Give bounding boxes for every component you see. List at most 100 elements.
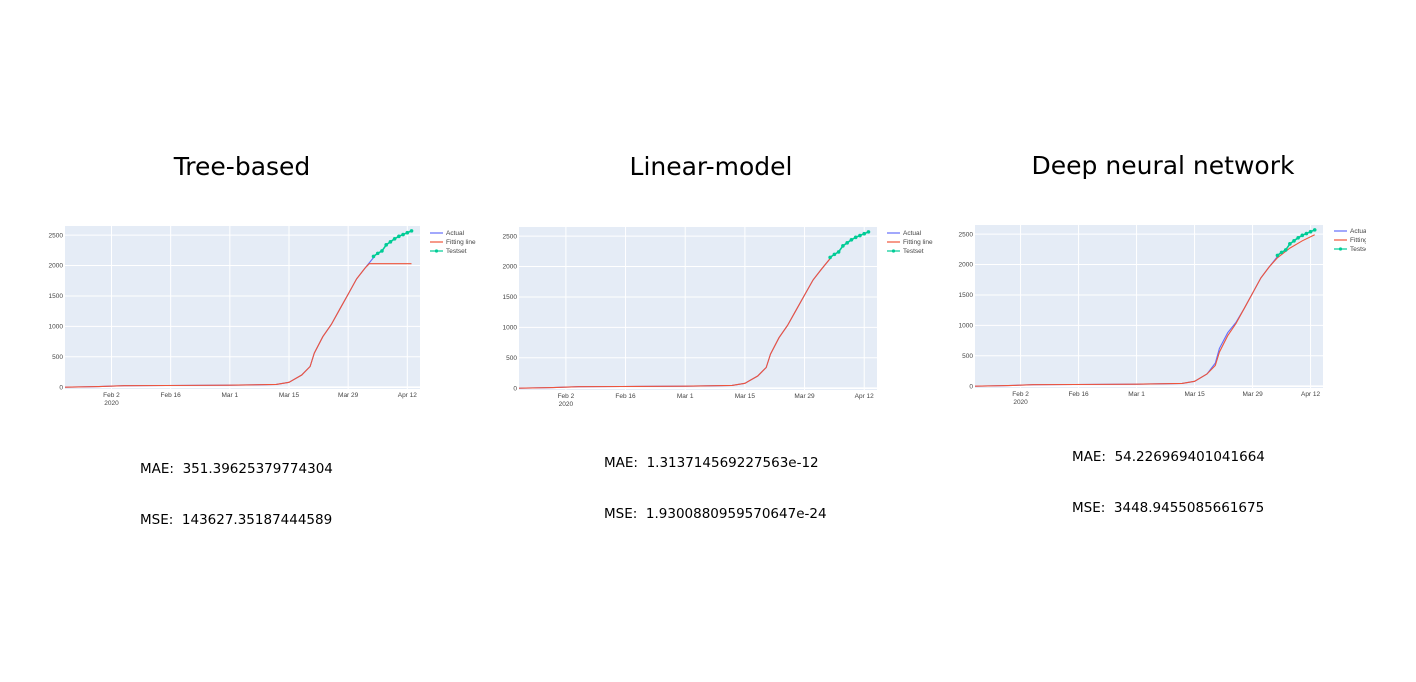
y-tick-label: 1000 bbox=[503, 325, 518, 332]
testset-point bbox=[375, 251, 380, 256]
testset-point bbox=[866, 230, 871, 234]
x-tick-label: Feb 16 bbox=[1068, 391, 1089, 398]
chart-title: Tree-based bbox=[173, 152, 311, 181]
chart-title: Linear-model bbox=[629, 152, 793, 181]
y-tick-label: 2000 bbox=[49, 263, 64, 270]
y-tick-label: 1500 bbox=[959, 292, 974, 299]
chart-title: Deep neural network bbox=[1031, 151, 1295, 180]
testset-point bbox=[380, 249, 384, 253]
y-tick-label: 500 bbox=[506, 355, 517, 362]
testset-point bbox=[1312, 228, 1317, 232]
mse-label: MSE: bbox=[604, 506, 638, 522]
series-line-fitting-line bbox=[974, 234, 1315, 387]
testset-point bbox=[409, 229, 414, 233]
mse-value: 3448.9455085661675 bbox=[1113, 500, 1265, 516]
x-tick-label: Mar 15 bbox=[1184, 391, 1205, 398]
x-tick-label: Mar 29 bbox=[1242, 391, 1263, 398]
testset-point bbox=[1296, 235, 1300, 240]
x-tick-label: Feb 2 bbox=[1012, 391, 1029, 398]
legend: Actual Fitting line Testset bbox=[1334, 228, 1380, 253]
y-tick-label: 0 bbox=[969, 383, 973, 390]
testset-point bbox=[1300, 233, 1305, 238]
testset-point bbox=[845, 241, 849, 245]
series-line-testset bbox=[829, 231, 869, 259]
testset-point bbox=[371, 254, 376, 259]
x-tick-label: Apr 12 bbox=[1301, 391, 1321, 398]
legend-label-fitting-line: Fitting line bbox=[1350, 237, 1380, 244]
testset-point bbox=[836, 250, 841, 254]
x-tick-label: Feb 16 bbox=[161, 392, 182, 399]
metrics-block: MAE: 54.226969401041664 MSE: 3448.945508… bbox=[1072, 415, 1265, 551]
testset-point bbox=[862, 231, 867, 236]
mse-row: MSE: 143627.35187444589 bbox=[140, 512, 333, 529]
mse-row: MSE: 1.9300880959570647e-24 bbox=[604, 506, 827, 523]
testset-point bbox=[1283, 248, 1288, 252]
x-tick-label: Mar 15 bbox=[735, 393, 756, 400]
testset-point bbox=[1275, 253, 1280, 258]
mae-value: 1.313714569227563e-12 bbox=[646, 455, 819, 471]
x-tick-label: 2020 bbox=[559, 401, 574, 408]
y-tick-label: 0 bbox=[59, 384, 63, 391]
mse-value: 143627.35187444589 bbox=[181, 512, 333, 528]
legend-marker-testset bbox=[1338, 247, 1343, 251]
y-tick-label: 500 bbox=[962, 353, 973, 360]
testset-point bbox=[1288, 242, 1292, 246]
x-tick-label: Mar 1 bbox=[677, 393, 694, 400]
y-tick-label: 500 bbox=[52, 354, 63, 361]
legend-label-actual: Actual bbox=[1350, 228, 1369, 235]
testset-point bbox=[849, 237, 854, 242]
mae-row: MAE: 54.226969401041664 bbox=[1072, 449, 1265, 466]
y-tick-label: 1000 bbox=[49, 324, 64, 331]
testset-point bbox=[401, 232, 405, 237]
legend-label-fitting-line: Fitting line bbox=[446, 239, 476, 246]
x-tick-label: Apr 12 bbox=[855, 393, 875, 400]
mae-label: MAE: bbox=[1072, 449, 1106, 465]
mse-row: MSE: 3448.9455085661675 bbox=[1072, 500, 1265, 517]
y-tick-label: 2500 bbox=[959, 231, 974, 238]
series-line-fitting-line bbox=[64, 263, 412, 388]
legend-label-fitting-line: Fitting line bbox=[903, 239, 933, 246]
metrics-block: MAE: 1.313714569227563e-12 MSE: 1.930088… bbox=[604, 421, 827, 557]
series-line-testset bbox=[373, 230, 412, 258]
y-tick-label: 2500 bbox=[503, 233, 518, 240]
legend-label-testset: Testset bbox=[1350, 246, 1371, 253]
x-tick-label: Feb 2 bbox=[103, 392, 120, 399]
mae-value: 54.226969401041664 bbox=[1114, 449, 1265, 465]
x-tick-label: Mar 29 bbox=[338, 392, 359, 399]
y-tick-label: 2500 bbox=[49, 232, 64, 239]
testset-point bbox=[405, 230, 410, 235]
testset-point bbox=[858, 233, 862, 238]
y-tick-label: 2000 bbox=[503, 264, 518, 271]
mse-label: MSE: bbox=[140, 512, 174, 528]
x-tick-label: Mar 1 bbox=[222, 392, 239, 399]
x-tick-label: 2020 bbox=[1013, 399, 1028, 406]
legend-marker-testset bbox=[891, 249, 896, 253]
testset-point bbox=[1279, 250, 1284, 255]
y-tick-label: 0 bbox=[513, 385, 517, 392]
metrics-block: MAE: 351.39625379774304 MSE: 143627.3518… bbox=[140, 427, 333, 563]
testset-point bbox=[384, 243, 388, 247]
mae-label: MAE: bbox=[604, 455, 638, 471]
testset-point bbox=[397, 234, 401, 239]
series-line-testset bbox=[1276, 229, 1316, 257]
testset-point bbox=[388, 240, 393, 244]
y-tick-label: 2000 bbox=[959, 262, 974, 269]
mae-label: MAE: bbox=[140, 461, 174, 477]
y-tick-label: 1500 bbox=[503, 294, 518, 301]
testset-point bbox=[828, 255, 832, 260]
legend-label-actual: Actual bbox=[446, 230, 465, 237]
y-tick-label: 1000 bbox=[959, 323, 974, 330]
legend-marker-testset bbox=[434, 249, 439, 253]
mae-value: 351.39625379774304 bbox=[182, 461, 333, 477]
testset-point bbox=[1308, 229, 1313, 234]
series-line-fitting-line bbox=[518, 258, 831, 389]
plot-area bbox=[519, 227, 877, 390]
plot-area bbox=[65, 226, 420, 389]
mse-value: 1.9300880959570647e-24 bbox=[645, 506, 827, 522]
x-tick-label: 2020 bbox=[104, 400, 119, 407]
x-tick-label: Feb 2 bbox=[558, 393, 575, 400]
testset-point bbox=[841, 244, 845, 248]
